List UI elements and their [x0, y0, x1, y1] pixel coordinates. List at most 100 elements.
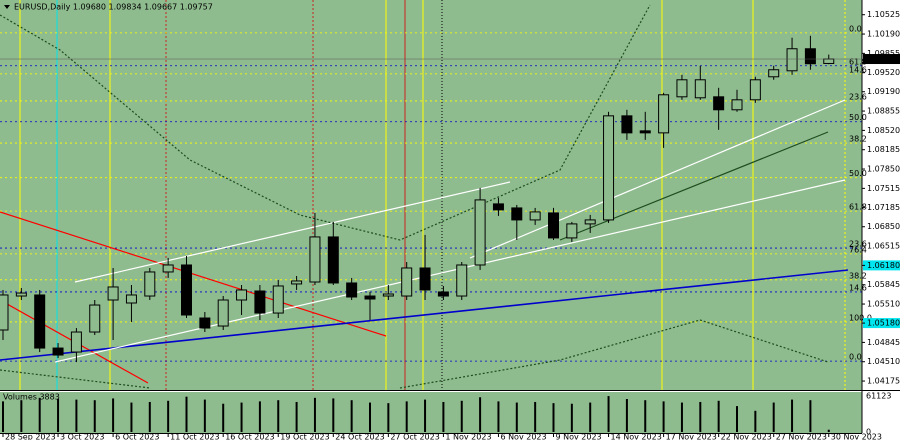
candle-body — [291, 280, 303, 285]
y-tick-label: 1.08855 — [867, 107, 900, 116]
volume-tick-label: 61123 — [866, 392, 891, 401]
last-price-label: 1.09757 — [866, 55, 899, 64]
candle-body — [162, 264, 174, 273]
level-label: 23.6 — [849, 240, 867, 249]
volume-area — [0, 392, 862, 433]
y-tick-label: 1.08520 — [867, 126, 900, 135]
menu-arrow — [4, 5, 10, 9]
candle-body — [713, 96, 725, 111]
last-price-box — [863, 54, 900, 65]
candle-body — [474, 199, 486, 266]
candle-body — [804, 48, 816, 65]
candle-body — [272, 285, 284, 314]
candle-body — [786, 48, 798, 72]
plot-area — [0, 0, 862, 390]
y-tick-label: 1.07185 — [867, 203, 900, 212]
candle-body — [382, 293, 394, 297]
y-tick-label: 1.06850 — [867, 222, 900, 231]
x-tick-label: 22 Nov 2023 — [721, 433, 772, 440]
trend-line — [0, 211, 387, 337]
y-tick-label: 1.09855 — [867, 49, 900, 58]
y-tick-label: 1.04845 — [867, 338, 900, 347]
level-label: 14.6 — [849, 65, 867, 74]
y-tick-label: 1.08185 — [867, 145, 900, 154]
candle-body — [0, 294, 9, 331]
x-tick-label: 1 Nov 2023 — [445, 433, 491, 440]
candle-body — [658, 94, 670, 134]
candle-body — [456, 264, 468, 297]
x-tick-label: 3 Oct 2023 — [60, 433, 104, 440]
candle-body — [34, 294, 46, 349]
x-tick-label: 27 Nov 2023 — [776, 433, 827, 440]
level-label: 0.0 — [849, 353, 862, 362]
x-tick-label: 28 Sep 2023 — [5, 433, 56, 440]
x-tick-label: 6 Nov 2023 — [500, 433, 546, 440]
y-tick-label: 1.10190 — [867, 30, 900, 39]
trend-line — [74, 181, 511, 283]
candle-body — [254, 290, 266, 314]
candle-body — [639, 130, 651, 134]
candle-body — [676, 79, 688, 98]
candle-body — [199, 317, 211, 329]
x-tick-label: 16 Oct 2023 — [225, 433, 274, 440]
level-label: 61.8 — [849, 203, 867, 212]
level-label: 0.0 — [849, 24, 862, 33]
candle-body — [89, 304, 101, 333]
candle-body — [107, 286, 119, 301]
candle-body — [217, 299, 229, 327]
band-line — [0, 4, 651, 241]
candle-body — [236, 289, 248, 301]
y-tick-label: 1.04510 — [867, 357, 900, 366]
trend-line — [469, 99, 846, 259]
x-tick-label: 19 Oct 2023 — [280, 433, 329, 440]
x-tick-label: 24 Oct 2023 — [335, 433, 384, 440]
candle-body — [548, 212, 559, 239]
candle-body — [364, 295, 376, 300]
level-label: 50.0 — [849, 169, 867, 178]
y-tick-label: 1.10525 — [867, 10, 900, 19]
level-label: 100.0 — [849, 313, 872, 322]
candle-body — [144, 271, 156, 297]
candle-body — [603, 115, 615, 221]
y-tick-label: 1.06180 — [867, 261, 900, 270]
candle-body — [731, 99, 743, 111]
candle-body — [584, 219, 596, 225]
x-tick-label: 6 Oct 2023 — [115, 433, 159, 440]
candles — [0, 35, 835, 363]
candle-body — [327, 236, 339, 284]
candle-body — [511, 207, 523, 221]
candle-body — [492, 203, 504, 211]
level-label: 61.8 — [849, 57, 867, 66]
y-tick-label: 1.05845 — [867, 280, 900, 289]
candle-body — [15, 292, 27, 297]
x-tick-label: 17 Nov 2023 — [666, 433, 717, 440]
level-label: 50.0 — [849, 113, 867, 122]
y-tick-label: 1.05180 — [867, 319, 900, 328]
volume-title: Volumes 3883 — [3, 393, 60, 402]
volumes — [2, 396, 830, 432]
y-tick-label: 1.09190 — [867, 87, 900, 96]
y-tick-label: 1.07850 — [867, 165, 900, 174]
candle-body — [70, 331, 82, 353]
vertical-markers — [19, 0, 846, 390]
tick-highlight — [863, 318, 900, 329]
x-tick-label: 9 Nov 2023 — [556, 433, 602, 440]
candle-body — [401, 267, 413, 297]
x-tick-label: 30 Nov 2023 — [831, 433, 882, 440]
candle-body — [823, 58, 835, 64]
candle-body — [419, 267, 431, 291]
x-tick-label: 11 Oct 2023 — [170, 433, 219, 440]
y-tick-label: 1.05510 — [867, 300, 900, 309]
trend-line — [559, 131, 829, 241]
candle-body — [768, 69, 780, 78]
x-tick-label: 14 Nov 2023 — [611, 433, 662, 440]
level-label: 38.2 — [849, 271, 867, 280]
trend-line — [0, 269, 849, 361]
candle-body — [125, 294, 137, 304]
candle-body — [346, 282, 358, 298]
candle-body — [694, 79, 706, 99]
chart-title: EURUSD,Daily 1.09680 1.09834 1.09667 1.0… — [14, 3, 213, 12]
candle-body — [621, 115, 633, 134]
candle-body — [437, 291, 449, 297]
